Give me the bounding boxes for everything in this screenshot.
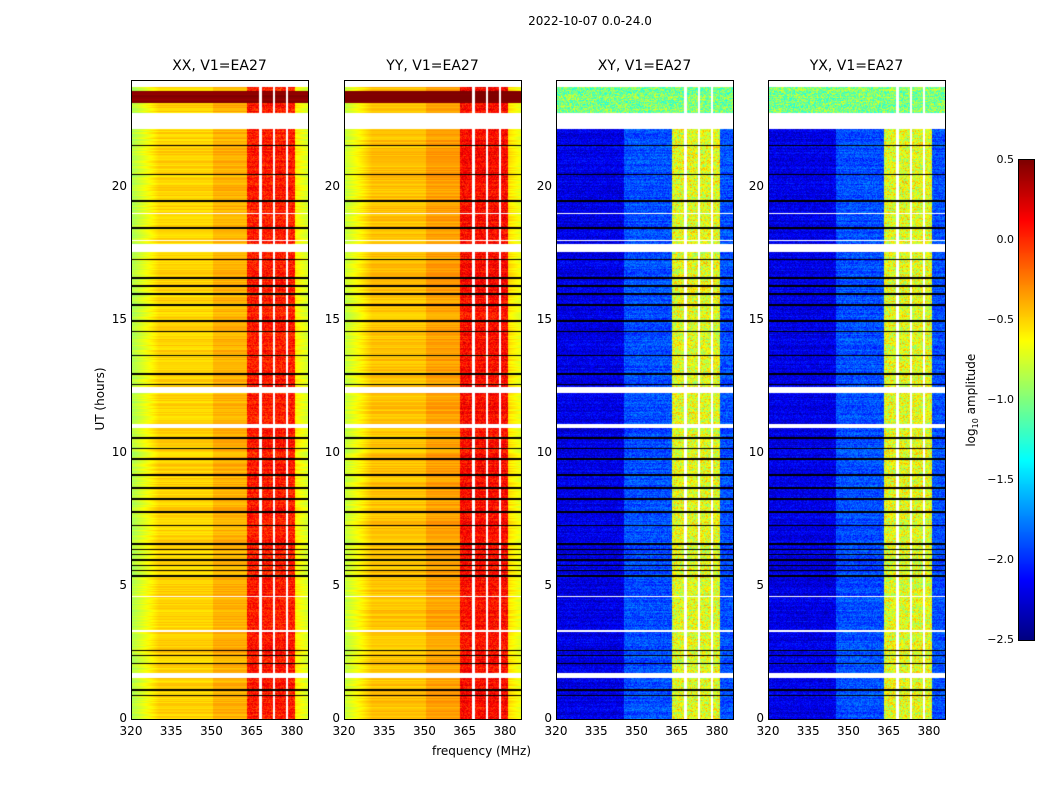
colorbar-tick-label: 0.5	[996, 153, 1015, 166]
y-tick-label: 0	[544, 711, 552, 725]
heatmap-image	[345, 81, 521, 719]
x-tick-label: 365	[665, 724, 689, 738]
heatmap-panel-yy	[344, 80, 522, 720]
y-tick-label: 10	[748, 444, 764, 459]
y-tick-label: 10	[536, 444, 552, 459]
y-tick-label: 5	[332, 577, 340, 592]
y-tick-label: 15	[324, 311, 340, 326]
y-tick-label: 20	[748, 178, 764, 193]
panel-title: YY, V1=EA27	[386, 58, 479, 74]
y-tick-label: 0	[756, 711, 764, 725]
colorbar-tick-label: −1.5	[987, 473, 1014, 486]
y-tick-label: 10	[324, 444, 340, 459]
y-tick-label: 0	[332, 711, 340, 725]
x-tick-label: 320	[119, 724, 143, 738]
x-tick-label: 335	[159, 724, 183, 738]
heatmap-panel-xy	[556, 80, 734, 720]
x-tick-label: 380	[493, 724, 517, 738]
x-tick-label: 350	[413, 724, 436, 738]
x-tick-label: 320	[332, 724, 356, 738]
colorbar-tick-label: −2.0	[987, 553, 1014, 566]
x-tick-label: 365	[240, 724, 264, 738]
panel-title: XX, V1=EA27	[172, 58, 267, 74]
colorbar	[1018, 159, 1035, 641]
x-tick-label: 335	[372, 724, 396, 738]
colorbar-tick-label: −1.0	[987, 393, 1014, 406]
x-axis-label: frequency (MHz)	[432, 744, 532, 758]
heatmap-image	[132, 81, 308, 719]
colorbar-tick-label: −0.5	[987, 313, 1014, 326]
heatmap-image	[557, 81, 733, 719]
y-tick-label: 10	[111, 444, 127, 459]
y-tick-label: 15	[748, 311, 764, 326]
colorbar-tick-label: 0.0	[996, 233, 1015, 246]
panel-title: XY, V1=EA27	[597, 58, 692, 74]
x-tick-label: 365	[453, 724, 477, 738]
colorbar-label-subscript: 10	[971, 418, 981, 429]
y-tick-label: 5	[544, 577, 552, 592]
x-tick-label: 350	[625, 724, 648, 738]
y-tick-label: 20	[111, 178, 127, 193]
x-tick-label: 335	[796, 724, 820, 738]
y-tick-label: 15	[111, 311, 127, 326]
x-tick-label: 320	[544, 724, 568, 738]
panel-title: YX, V1=EA27	[809, 58, 904, 74]
y-tick-label: 0	[119, 711, 127, 725]
heatmap-panel-xx	[131, 80, 309, 720]
y-axis-label: UT (hours)	[93, 367, 107, 431]
x-tick-label: 380	[705, 724, 729, 738]
y-tick-label: 15	[536, 311, 552, 326]
x-tick-label: 350	[200, 724, 223, 738]
x-tick-label: 365	[877, 724, 901, 738]
y-tick-label: 20	[324, 178, 340, 193]
x-tick-label: 380	[280, 724, 304, 738]
y-tick-label: 5	[756, 577, 764, 592]
heatmap-panel-yx	[768, 80, 946, 720]
y-tick-label: 5	[119, 577, 127, 592]
x-tick-label: 350	[837, 724, 860, 738]
colorbar-label: log10 amplitude	[963, 353, 981, 447]
heatmap-image	[769, 81, 945, 719]
colorbar-tick-label: −2.5	[987, 633, 1014, 646]
x-tick-label: 380	[917, 724, 941, 738]
figure-title: 2022-10-07 0.0-24.0	[528, 14, 652, 28]
x-tick-label: 320	[756, 724, 780, 738]
y-tick-label: 20	[536, 178, 552, 193]
x-tick-label: 335	[584, 724, 608, 738]
